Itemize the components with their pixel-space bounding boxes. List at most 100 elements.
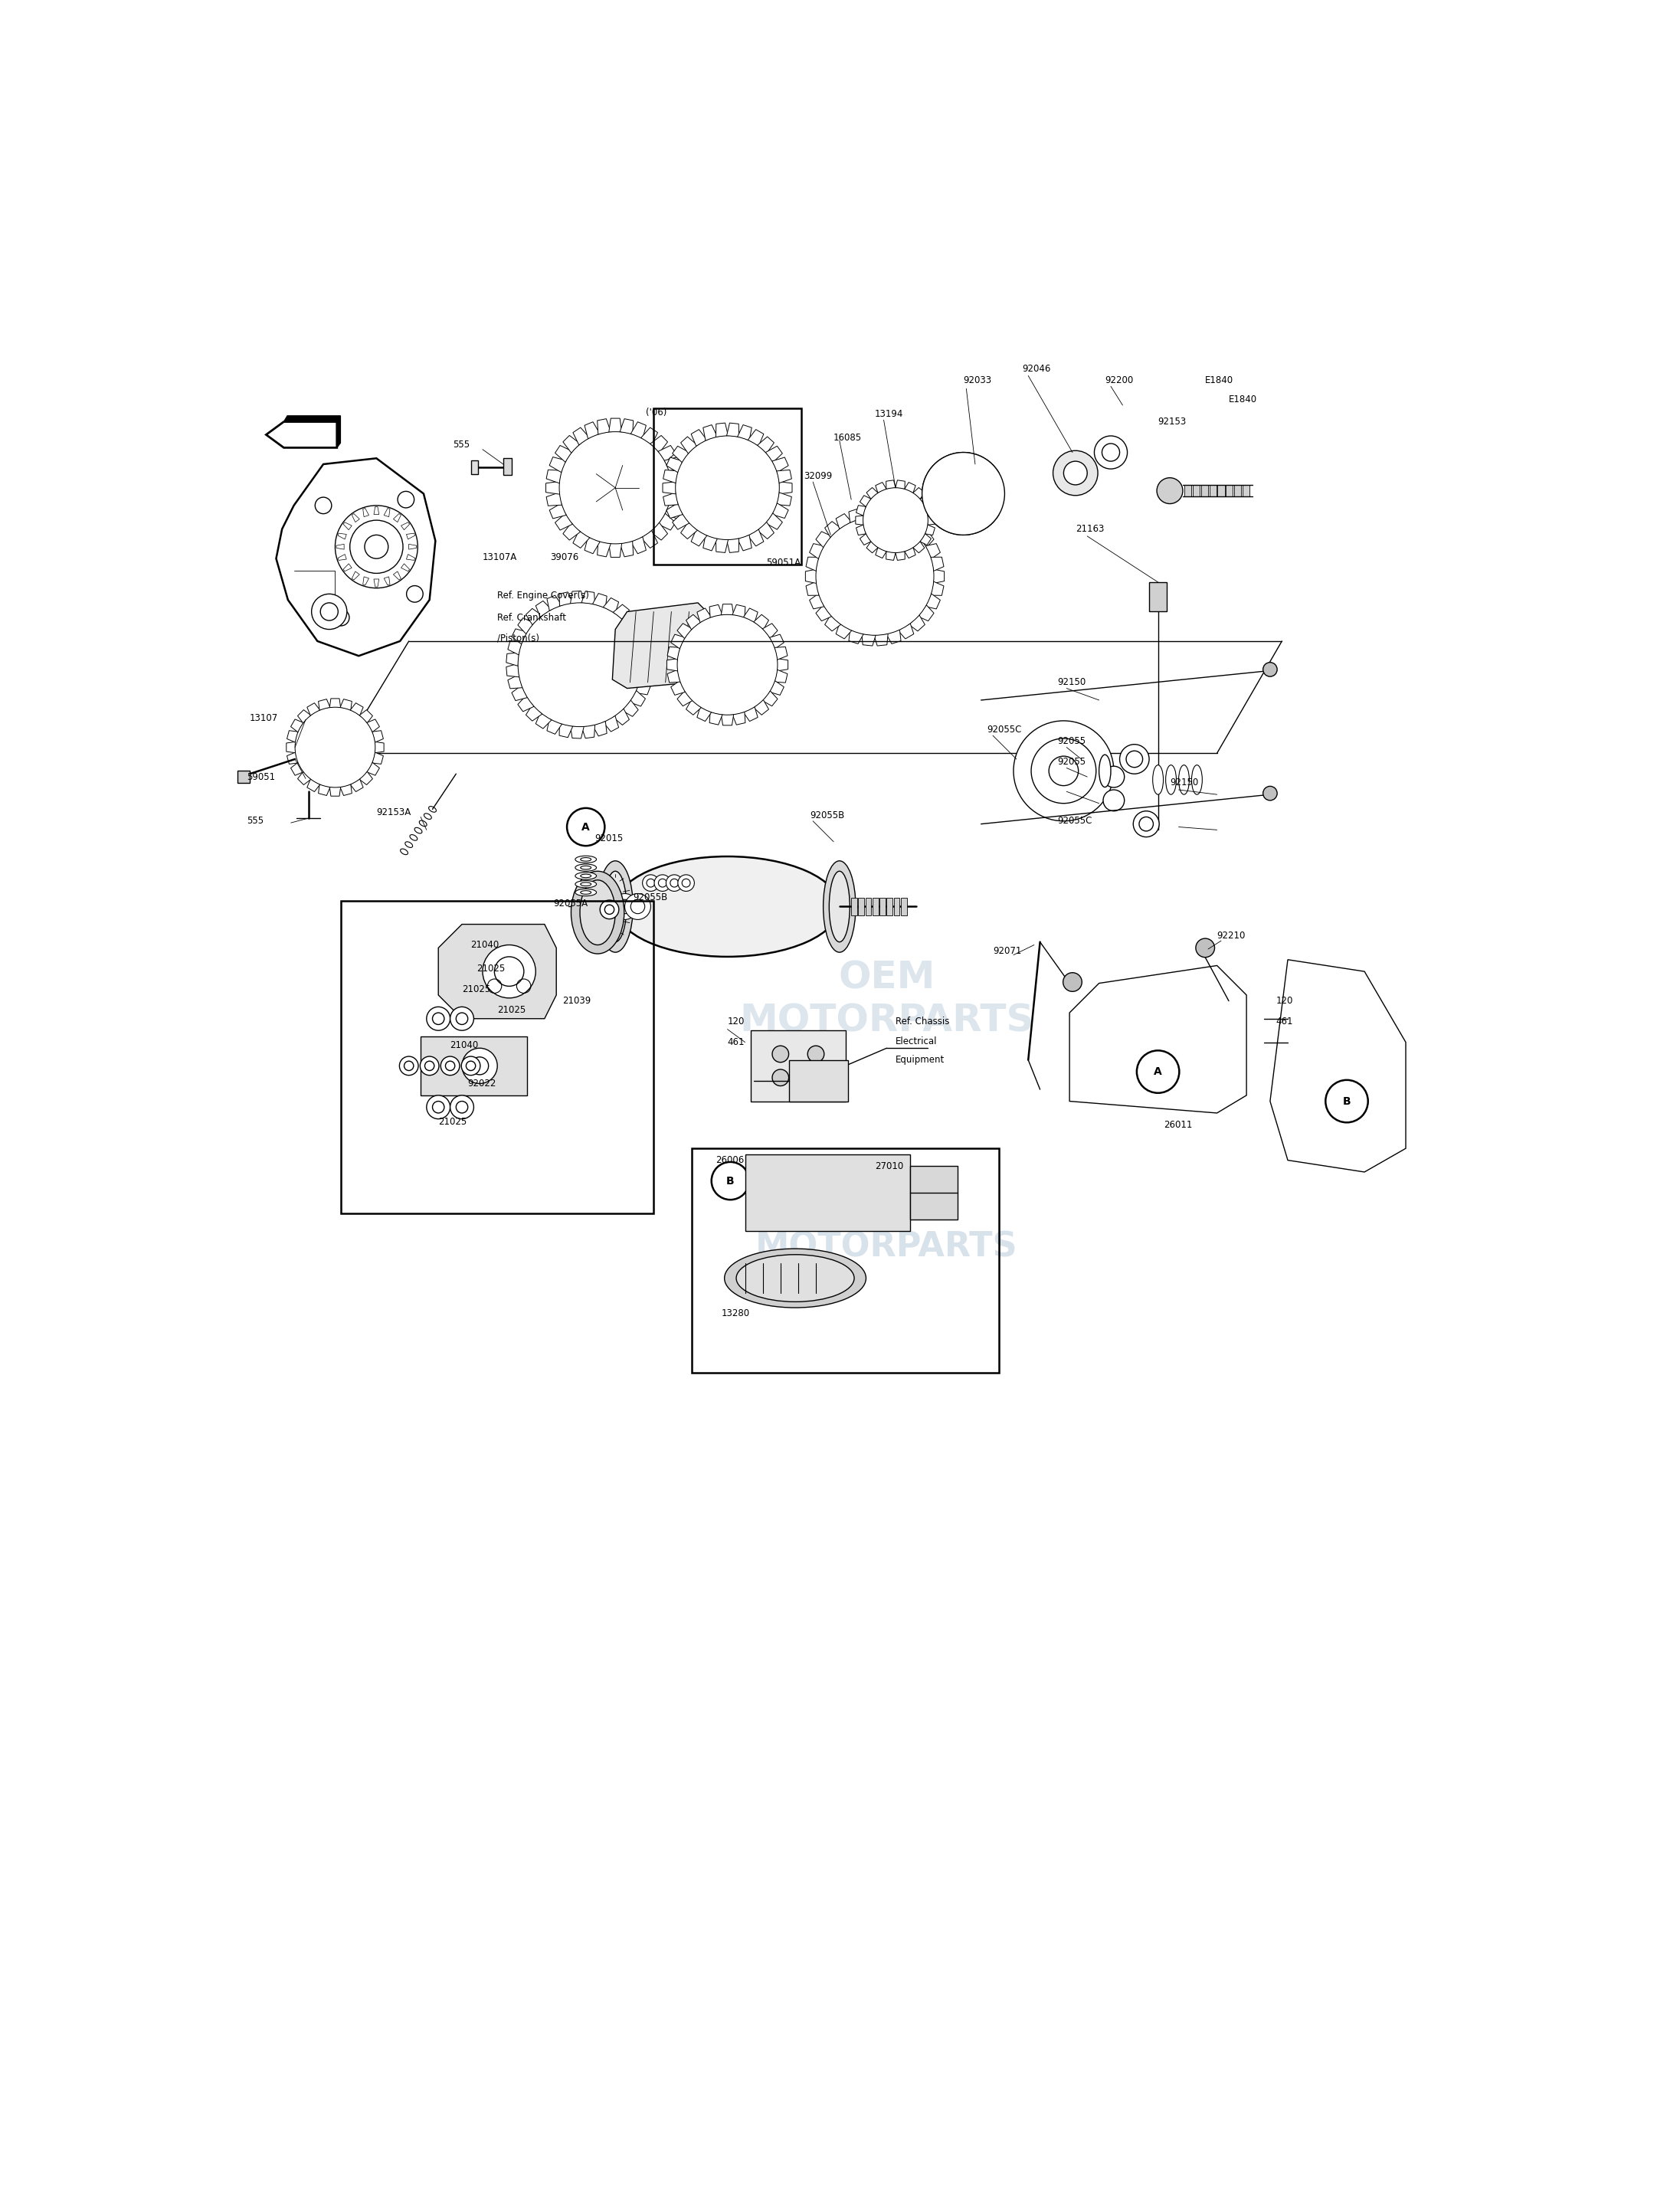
- Bar: [239, 771, 250, 782]
- Ellipse shape: [1179, 765, 1189, 795]
- Polygon shape: [549, 457, 566, 472]
- Text: 21040: 21040: [450, 1039, 479, 1050]
- Text: 461: 461: [1277, 1017, 1294, 1026]
- Text: 92055B: 92055B: [810, 811, 845, 819]
- Text: OEM
MOTORPARTS: OEM MOTORPARTS: [739, 960, 1035, 1039]
- Polygon shape: [738, 534, 751, 551]
- Polygon shape: [664, 503, 680, 518]
- Circle shape: [432, 1013, 444, 1024]
- Circle shape: [420, 1057, 438, 1074]
- Circle shape: [675, 435, 780, 540]
- Ellipse shape: [605, 872, 627, 943]
- Circle shape: [450, 1006, 474, 1030]
- Circle shape: [659, 879, 667, 888]
- Polygon shape: [603, 716, 618, 732]
- Polygon shape: [393, 514, 402, 523]
- Polygon shape: [622, 701, 638, 716]
- Bar: [1184, 486, 1191, 497]
- Text: E1840: E1840: [1205, 376, 1233, 384]
- Polygon shape: [571, 591, 585, 604]
- Polygon shape: [837, 624, 852, 639]
- Polygon shape: [825, 521, 842, 538]
- Circle shape: [1119, 745, 1149, 773]
- Text: 92153A: 92153A: [376, 806, 412, 817]
- Ellipse shape: [823, 861, 855, 951]
- Polygon shape: [573, 529, 590, 547]
- Polygon shape: [766, 446, 783, 464]
- Circle shape: [1137, 1050, 1179, 1092]
- Polygon shape: [608, 543, 622, 558]
- Polygon shape: [613, 604, 630, 622]
- Polygon shape: [664, 470, 679, 483]
- Text: Ref. Chassis: Ref. Chassis: [895, 1017, 949, 1026]
- Circle shape: [711, 1162, 749, 1200]
- Circle shape: [455, 1101, 467, 1114]
- Circle shape: [1013, 721, 1114, 822]
- Circle shape: [654, 874, 670, 892]
- Polygon shape: [276, 459, 435, 657]
- Bar: [1218, 486, 1225, 497]
- Polygon shape: [690, 529, 707, 547]
- Circle shape: [677, 874, 694, 892]
- Polygon shape: [670, 481, 685, 494]
- Polygon shape: [408, 545, 417, 549]
- Circle shape: [1104, 789, 1124, 811]
- Polygon shape: [667, 503, 682, 518]
- Polygon shape: [926, 593, 941, 609]
- Circle shape: [548, 633, 613, 696]
- Circle shape: [808, 1070, 825, 1085]
- Polygon shape: [512, 628, 528, 644]
- Polygon shape: [642, 657, 654, 672]
- Text: 555: 555: [454, 439, 470, 450]
- Polygon shape: [360, 710, 373, 723]
- Polygon shape: [670, 635, 685, 648]
- Polygon shape: [343, 523, 351, 529]
- Circle shape: [864, 488, 927, 554]
- Polygon shape: [339, 699, 351, 710]
- Circle shape: [670, 879, 679, 888]
- Text: 26011: 26011: [1164, 1120, 1193, 1129]
- Polygon shape: [371, 751, 383, 765]
- Circle shape: [296, 707, 375, 787]
- Polygon shape: [554, 446, 573, 461]
- Circle shape: [1134, 811, 1159, 837]
- Text: 13280: 13280: [721, 1309, 749, 1318]
- Circle shape: [605, 899, 618, 914]
- Polygon shape: [336, 545, 344, 549]
- Polygon shape: [549, 503, 566, 518]
- Bar: [1235, 486, 1242, 497]
- Polygon shape: [769, 681, 785, 694]
- Ellipse shape: [1166, 765, 1176, 795]
- Polygon shape: [727, 424, 739, 437]
- Ellipse shape: [724, 1248, 865, 1307]
- Polygon shape: [613, 602, 716, 688]
- Polygon shape: [546, 481, 559, 494]
- Polygon shape: [885, 481, 895, 490]
- Bar: [865, 899, 872, 916]
- Text: 92150: 92150: [1058, 677, 1087, 688]
- Text: 92046: 92046: [1023, 365, 1052, 373]
- Circle shape: [566, 808, 605, 846]
- Polygon shape: [664, 492, 679, 505]
- Text: 59051A: 59051A: [766, 558, 801, 567]
- Polygon shape: [291, 718, 304, 732]
- Polygon shape: [816, 532, 832, 547]
- Ellipse shape: [598, 861, 633, 951]
- Bar: [1149, 582, 1168, 611]
- Circle shape: [704, 642, 751, 688]
- Circle shape: [598, 894, 625, 921]
- Polygon shape: [685, 699, 701, 714]
- Polygon shape: [680, 437, 697, 453]
- Ellipse shape: [575, 881, 596, 888]
- Bar: [880, 899, 885, 916]
- Circle shape: [1094, 435, 1127, 468]
- Polygon shape: [546, 492, 563, 505]
- Polygon shape: [934, 569, 944, 584]
- Circle shape: [405, 1061, 413, 1070]
- Text: 16085: 16085: [833, 433, 862, 442]
- Polygon shape: [685, 615, 701, 631]
- Ellipse shape: [615, 857, 840, 956]
- Polygon shape: [716, 538, 727, 554]
- Text: 120: 120: [1277, 995, 1294, 1006]
- Polygon shape: [554, 514, 573, 529]
